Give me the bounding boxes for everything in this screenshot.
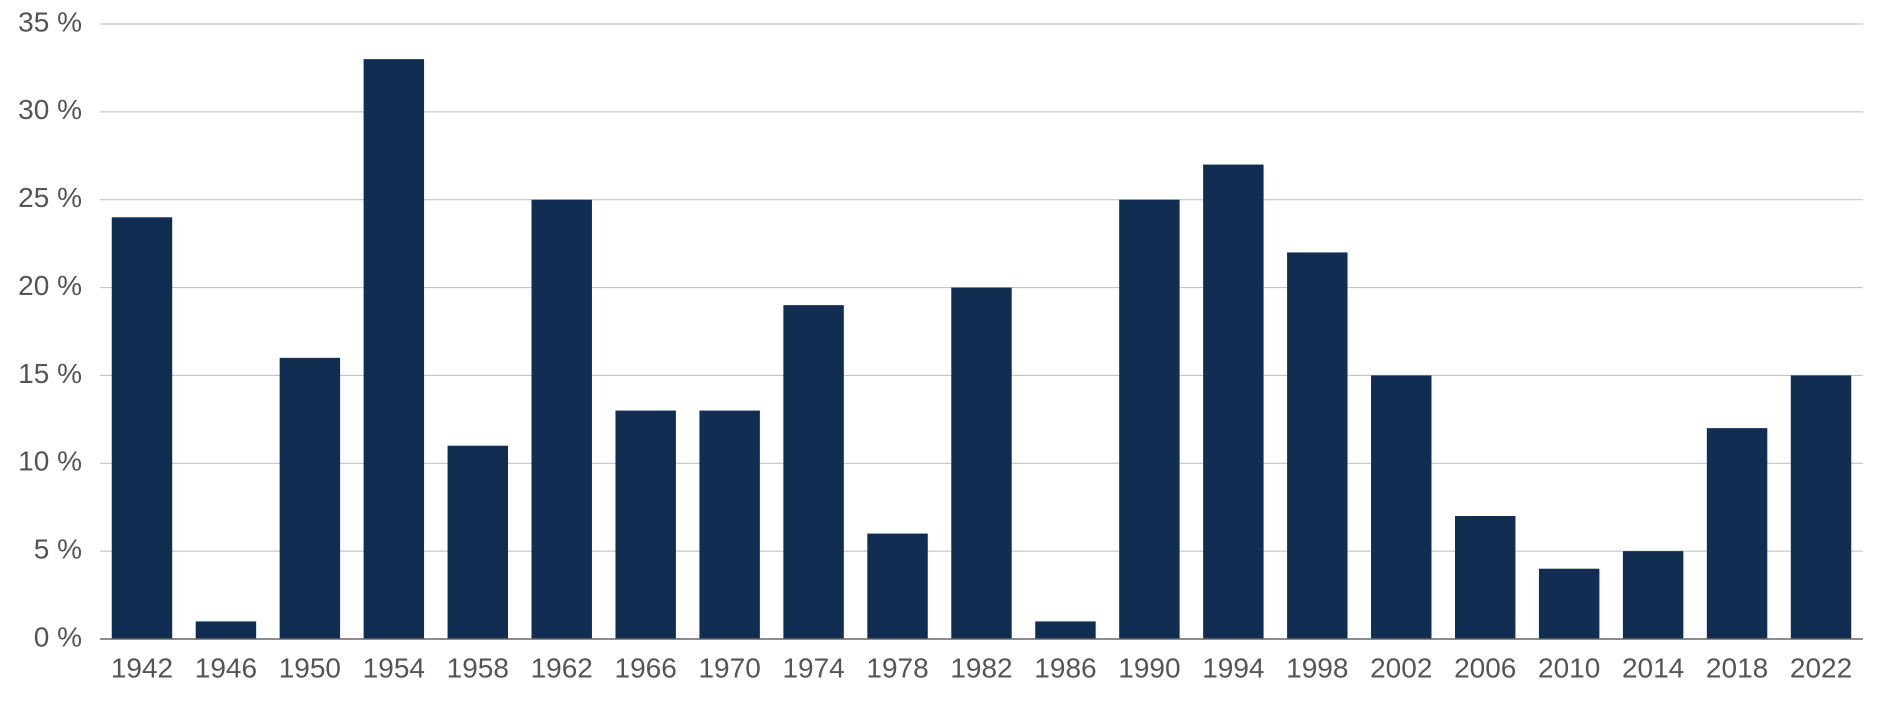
x-tick-label: 1986 <box>1034 652 1096 683</box>
y-tick-label: 30 % <box>18 94 82 125</box>
y-tick-label: 25 % <box>18 182 82 213</box>
x-tick-label: 2022 <box>1790 652 1852 683</box>
bar <box>699 410 760 639</box>
x-tick-label: 1978 <box>866 652 928 683</box>
bar <box>1119 199 1180 639</box>
bar <box>195 621 257 639</box>
y-tick-label: 5 % <box>34 534 82 565</box>
y-tick-label: 10 % <box>18 446 82 477</box>
bar <box>363 59 425 639</box>
bar <box>1454 516 1516 639</box>
x-tick-label: 1958 <box>447 652 509 683</box>
bar <box>867 533 928 639</box>
y-tick-label: 15 % <box>18 358 82 389</box>
bar <box>1371 375 1432 639</box>
bar <box>1790 375 1852 639</box>
bar <box>279 357 341 639</box>
bar <box>1203 164 1264 640</box>
x-tick-label: 2002 <box>1370 652 1432 683</box>
x-tick-label: 2010 <box>1538 652 1600 683</box>
bar <box>1035 621 1096 639</box>
y-tick-label: 20 % <box>18 270 82 301</box>
bar <box>447 445 509 639</box>
x-tick-label: 2014 <box>1622 652 1684 683</box>
y-tick-label: 0 % <box>34 621 82 652</box>
x-tick-label: 1994 <box>1202 652 1264 683</box>
bar <box>783 305 844 639</box>
x-tick-label: 1950 <box>279 652 341 683</box>
x-tick-label: 2006 <box>1454 652 1516 683</box>
x-tick-label: 1998 <box>1286 652 1348 683</box>
bar <box>1287 252 1348 639</box>
y-tick-label: 35 % <box>18 6 82 37</box>
bar <box>1538 568 1600 639</box>
x-tick-label: 2018 <box>1706 652 1768 683</box>
bar <box>531 199 592 639</box>
bar <box>1706 428 1768 639</box>
x-tick-label: 1954 <box>363 652 425 683</box>
x-tick-label: 1974 <box>782 652 844 683</box>
x-tick-label: 1982 <box>950 652 1012 683</box>
x-tick-label: 1970 <box>698 652 760 683</box>
bar <box>615 410 676 639</box>
x-tick-label: 1942 <box>111 652 173 683</box>
bar <box>1622 551 1684 639</box>
x-tick-label: 1990 <box>1118 652 1180 683</box>
x-tick-label: 1966 <box>615 652 677 683</box>
x-tick-label: 1962 <box>531 652 593 683</box>
bar <box>951 287 1012 639</box>
x-tick-label: 1946 <box>195 652 257 683</box>
bar <box>111 217 173 640</box>
